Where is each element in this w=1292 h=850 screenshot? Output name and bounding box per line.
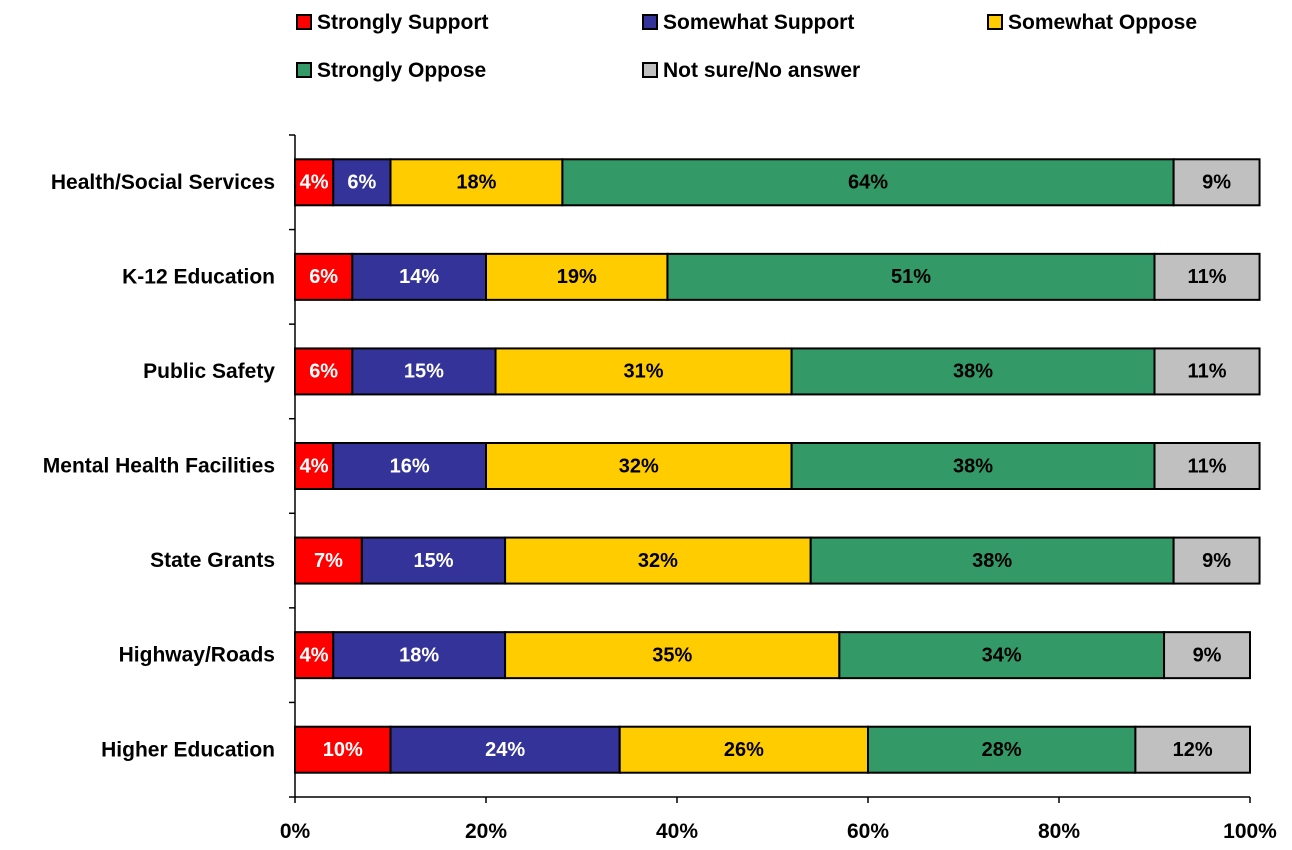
bar-row: 6% 14% 19% 51% 11% [294,252,1261,301]
x-tick-label: 80% [1038,820,1080,843]
legend-label-4: Strongly Oppose [317,59,486,82]
data-label: 64% [848,172,888,194]
data-label: 12% [1173,739,1213,761]
legend-label-1: Strongly Support [317,11,489,34]
bar-segment [332,631,507,680]
category-label: K-12 Education [122,265,275,288]
data-label: 38% [953,455,993,477]
legend-label-3: Somewhat Oppose [1008,11,1197,34]
legend-swatch-4 [296,62,312,78]
bar-segment [666,252,1156,301]
bar-row: 7% 15% 32% 38% 9% [294,536,1261,585]
data-label: 4% [300,172,329,194]
data-label: 6% [347,172,376,194]
bar-segment [485,252,669,301]
data-label: 35% [652,644,692,666]
x-tick-label: 0% [280,820,311,843]
data-label: 9% [1193,644,1222,666]
bar-row: 6% 15% 31% 38% 11% [294,347,1261,396]
plot-area: 4% 6% 18% 64% 9% 6% 14% 19% 51% 11% 6% 15% 31% 38% 11%… [294,158,1261,774]
data-label: 31% [624,361,664,383]
data-label: 14% [399,266,439,288]
data-label: 26% [724,739,764,761]
x-tick-label: 40% [656,820,698,843]
data-label: 15% [404,361,444,383]
bar-segment [504,631,841,680]
data-label: 6% [309,266,338,288]
data-label: 38% [972,550,1012,572]
bar-row: 4% 6% 18% 64% 9% [294,158,1261,207]
x-tick-label: 20% [465,820,507,843]
legend-swatch-1 [296,14,312,30]
bar-segment [294,725,392,774]
bar-segment [1153,252,1261,301]
bar-segment [351,347,497,396]
data-label: 15% [413,550,453,572]
bar-segment [790,347,1156,396]
data-label: 9% [1202,172,1231,194]
category-label: Health/Social Services [51,171,275,194]
data-label: 11% [1188,455,1227,477]
category-label: Higher Education [101,738,275,761]
bar-segment [360,536,507,585]
bar-segment [351,252,487,301]
bar-segment [332,442,488,490]
data-label: 11% [1188,361,1227,383]
bar-segment [867,725,1137,774]
bar-row: 4% 16% 32% 38% 11% [294,442,1261,490]
data-label: 19% [557,266,597,288]
x-tick-label: 60% [847,820,889,843]
axes: Health/Social Services K-12 Education Publ… [43,134,1277,843]
data-label: 18% [399,644,439,666]
data-label: 24% [485,739,525,761]
data-label: 32% [619,455,659,477]
data-label: 28% [982,739,1022,761]
data-label: 7% [314,550,343,572]
bar-segment [485,442,793,490]
bar-segment [1134,725,1252,774]
bar-segment [1153,347,1261,396]
bar-segment [504,536,812,585]
bar-segment [838,631,1166,680]
data-label: 6% [309,361,338,383]
data-label: 32% [638,550,678,572]
legend-label-5: Not sure/No answer [663,59,860,82]
bar-segment [1172,536,1261,585]
bar-segment [332,158,392,207]
category-label: State Grants [150,549,275,572]
legend-swatch-5 [642,62,658,78]
data-label: 34% [982,644,1022,666]
category-label: Public Safety [143,360,275,383]
data-label: 51% [891,266,931,288]
legend-swatch-2 [642,14,658,30]
category-label: Mental Health Facilities [43,455,275,478]
data-label: 18% [456,172,496,194]
bar-segment [1163,631,1252,680]
bar-segment [1153,442,1261,490]
category-label: Highway/Roads [119,644,275,667]
data-label: 16% [390,455,430,477]
bar-segment [1172,158,1261,207]
bar-segment [790,442,1156,490]
data-label: 10% [323,739,363,761]
bar-segment [389,158,564,207]
bar-row: 10% 24% 26% 28% 12% [294,725,1252,774]
legend-swatch-3 [987,14,1003,30]
x-tick-label: 100% [1223,820,1277,843]
data-label: 9% [1202,550,1231,572]
data-label: 38% [953,361,993,383]
data-label: 4% [300,644,329,666]
bar-row: 4% 18% 35% 34% 9% [294,631,1252,680]
data-label: 11% [1188,266,1227,288]
data-label: 4% [300,455,329,477]
legend: Strongly Support Somewhat Support Somewhat… [296,11,1197,82]
bar-segment [494,347,793,396]
legend-label-2: Somewhat Support [663,11,854,34]
